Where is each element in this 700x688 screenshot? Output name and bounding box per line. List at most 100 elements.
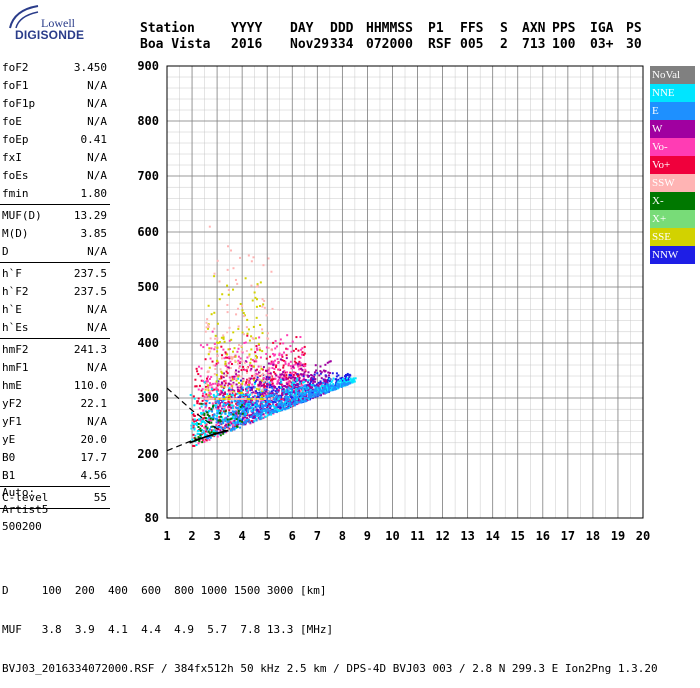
echo-point (230, 417, 233, 420)
echo-point (265, 369, 268, 372)
echo-point (299, 401, 302, 404)
echo-point (264, 415, 267, 418)
echo-point (290, 397, 293, 400)
echo-point (271, 380, 274, 383)
echo-point (194, 423, 197, 426)
echo-point (233, 392, 236, 395)
echo-point (201, 441, 204, 444)
echo-point (327, 390, 330, 393)
header-row2-cell: 30 (626, 37, 642, 52)
echo-point (249, 386, 252, 389)
echo-point (248, 339, 251, 342)
echo-point (299, 397, 302, 400)
echo-point (267, 332, 270, 335)
echo-point (219, 420, 222, 423)
echo-point (220, 383, 223, 386)
echo-point (312, 383, 315, 386)
echo-point (249, 393, 252, 396)
echo-point (279, 373, 282, 376)
echo-point (222, 337, 225, 340)
echo-point (197, 425, 200, 428)
echo-point (203, 398, 206, 401)
echo-point (312, 378, 315, 381)
echo-point (345, 382, 348, 385)
echo-point (339, 377, 342, 380)
param-label: foF1 (2, 79, 29, 92)
echo-point (240, 389, 243, 392)
param-value: N/A (87, 245, 107, 258)
echo-point (290, 391, 293, 394)
echo-point (290, 381, 293, 384)
param-value: 55 (93, 491, 107, 504)
echo-point (309, 379, 312, 382)
echo-point (220, 390, 223, 393)
echo-point (235, 402, 238, 405)
echo-point (290, 374, 293, 377)
echo-point (209, 396, 212, 399)
echo-point (251, 388, 254, 391)
echo-point (257, 371, 260, 374)
echo-point (290, 385, 293, 388)
echo-point (241, 309, 244, 312)
echo-point (318, 392, 321, 395)
echo-point (234, 416, 237, 419)
echo-point (237, 417, 240, 420)
echo-point (216, 435, 219, 438)
echo-point (217, 420, 220, 423)
echo-point (331, 372, 334, 375)
echo-point (227, 422, 230, 425)
echo-point (283, 399, 286, 402)
echo-point (314, 391, 317, 394)
echo-point (267, 391, 270, 394)
echo-point (252, 365, 255, 368)
echo-point (233, 425, 236, 428)
echo-point (243, 412, 246, 415)
param-row: M(D) 3.85 (0, 225, 110, 243)
echo-point (206, 437, 209, 440)
echo-point (240, 350, 243, 353)
echo-point (301, 364, 304, 367)
echo-point (285, 354, 288, 357)
echo-point (206, 427, 209, 430)
echo-point (275, 398, 278, 401)
header-row1-cell: AXN (522, 21, 546, 36)
echo-point (212, 364, 215, 367)
echo-point (230, 421, 233, 424)
echo-point (215, 380, 218, 383)
echo-point (335, 372, 338, 375)
echo-point (222, 399, 225, 402)
echo-point (255, 407, 258, 410)
echo-point (215, 414, 218, 417)
echo-point (216, 409, 219, 412)
echo-point (238, 421, 241, 424)
echo-point (294, 371, 297, 374)
echo-point (261, 388, 264, 391)
echo-point (316, 372, 319, 375)
antenna-icon (9, 5, 39, 29)
echo-point (193, 420, 196, 423)
echo-point (249, 406, 252, 409)
echo-point (286, 398, 289, 401)
echo-point (208, 402, 211, 405)
echo-point (223, 384, 226, 387)
echo-point (225, 418, 228, 421)
echo-point (251, 383, 254, 386)
echo-point (230, 388, 233, 391)
echo-point (269, 355, 272, 358)
echo-point (301, 378, 304, 381)
echo-point (316, 384, 319, 387)
echo-point (235, 379, 238, 382)
echo-point (235, 425, 238, 428)
echo-point (212, 382, 215, 385)
echo-point (242, 377, 245, 380)
echo-point (273, 354, 276, 357)
echo-point (216, 398, 219, 400)
echo-point (311, 397, 314, 400)
echo-point (261, 404, 264, 407)
echo-point (317, 394, 320, 397)
echo-point (201, 399, 204, 402)
echo-point (217, 341, 220, 344)
echo-point (237, 419, 240, 422)
echo-point (241, 382, 244, 385)
header-row1-cell: PPS (552, 21, 576, 36)
